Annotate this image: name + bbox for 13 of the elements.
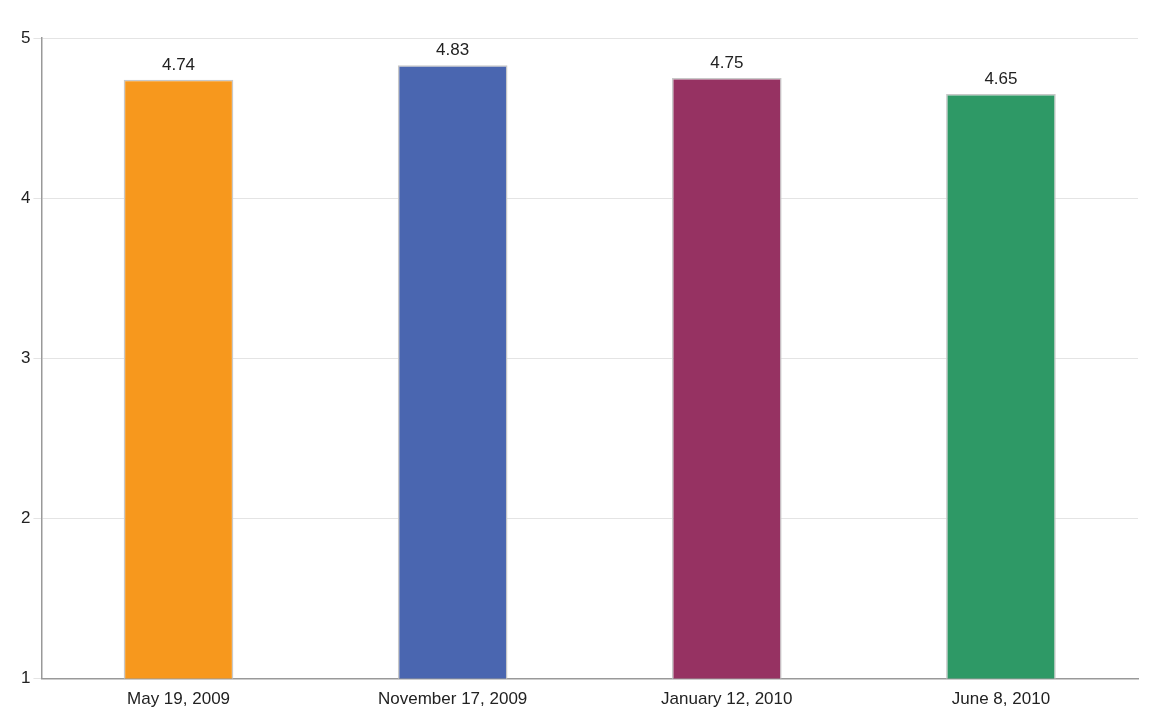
x-tick-label: June 8, 2010 xyxy=(951,689,1051,709)
y-tick-label: 4 xyxy=(20,187,31,207)
y-tick-label: 2 xyxy=(20,508,31,528)
data-label: 4.75 xyxy=(710,53,744,73)
y-tick-label: 5 xyxy=(20,27,31,47)
data-label: 4.65 xyxy=(984,69,1018,89)
data-label: 4.83 xyxy=(436,40,470,60)
data-label: 4.74 xyxy=(161,54,196,74)
x-tick-label: May 19, 2009 xyxy=(127,689,231,709)
y-tick-label: 3 xyxy=(20,347,31,367)
x-tick-label: November 17, 2009 xyxy=(378,689,528,709)
x-tick-label: January 12, 2010 xyxy=(661,689,793,709)
y-tick-label: 1 xyxy=(20,668,31,688)
